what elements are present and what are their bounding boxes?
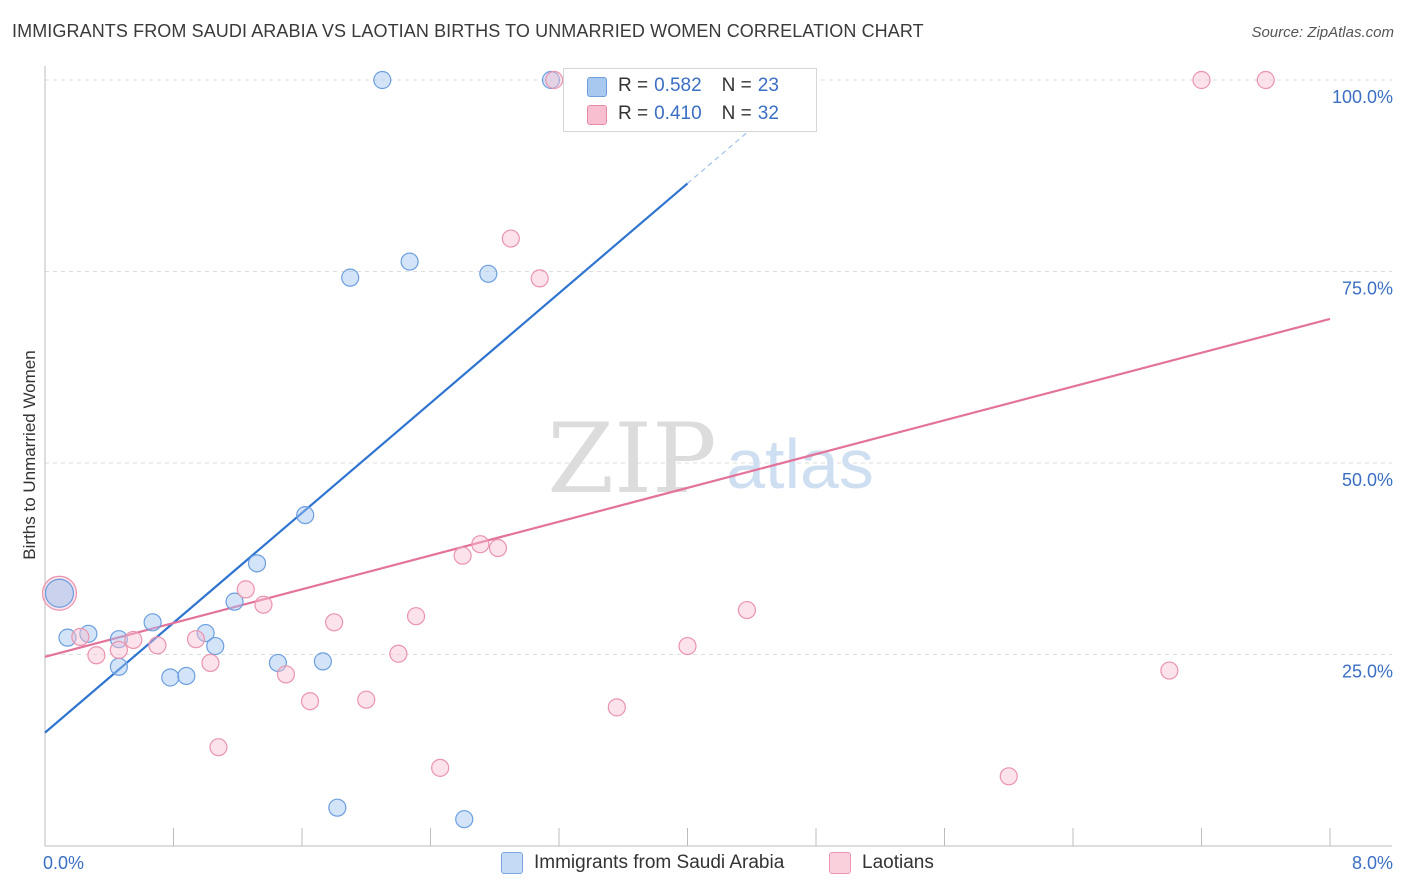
point-saudi <box>177 666 196 686</box>
point-saudi <box>109 657 128 676</box>
source-label: Source: ZipAtlas.com <box>1251 24 1394 41</box>
point-saudi <box>58 628 77 647</box>
legend-label-laotians: Laotians <box>862 852 934 873</box>
tick-labels: 25.0% 50.0% 75.0% 100.0% 0.0% 8.0% <box>43 87 1393 873</box>
watermark-atlas: atlas <box>726 425 874 503</box>
point-laotians <box>431 758 450 777</box>
chart-legend: Immigrants from Saudi Arabia Laotians <box>0 852 1406 878</box>
point-saudi <box>328 798 347 817</box>
stat-row-saudi: R = 0.582 N = 23 <box>587 72 779 100</box>
point-laotians <box>737 600 757 620</box>
chart-title: IMMIGRANTS FROM SAUDI ARABIA VS LAOTIAN … <box>12 21 924 41</box>
point-laotians <box>999 767 1018 786</box>
y-tick-label: 50.0% <box>1342 470 1393 490</box>
axes <box>44 66 1392 847</box>
point-saudi <box>313 652 332 671</box>
point-saudi <box>400 252 419 271</box>
point-laotians <box>109 640 128 660</box>
stat-row-laotians: R = 0.410 N = 32 <box>587 100 779 128</box>
point-laotians <box>300 692 320 711</box>
point-saudi <box>161 668 180 687</box>
point-saudi <box>341 268 360 287</box>
stat-r-value: 0.582 <box>654 75 702 96</box>
point-laotians <box>406 607 426 626</box>
trend-line-1 <box>44 317 1331 658</box>
legend-item-laotians[interactable]: Laotians <box>829 852 934 874</box>
trend-extension-0 <box>687 121 761 184</box>
point-laotians <box>389 644 408 663</box>
point-saudi <box>247 554 267 573</box>
watermark-zip: ZIP <box>547 403 716 515</box>
x-tick-label-left: 0.0% <box>43 853 84 873</box>
point-laotians <box>607 698 626 717</box>
point-laotians <box>357 690 376 709</box>
point-laotians <box>254 595 273 614</box>
point-saudi <box>143 613 162 632</box>
point-saudi <box>44 578 75 608</box>
point-laotians <box>453 546 472 565</box>
point-laotians <box>1256 70 1275 90</box>
point-laotians <box>488 538 508 558</box>
point-laotians <box>471 535 490 554</box>
stat-n-label: N = <box>721 103 752 124</box>
stat-n-value: 23 <box>757 75 779 96</box>
stat-swatch-laotians <box>587 105 607 125</box>
point-laotians <box>87 646 106 665</box>
point-saudi <box>373 70 392 90</box>
stat-n-value: 32 <box>757 103 779 124</box>
point-laotians <box>501 229 520 248</box>
point-laotians <box>186 630 206 649</box>
legend-label-saudi: Immigrants from Saudi Arabia <box>534 852 785 873</box>
point-laotians <box>678 636 697 656</box>
point-laotians <box>545 70 564 90</box>
correlation-stats-box: R = 0.582 N = 23 R = 0.410 N = 32 <box>563 68 817 132</box>
point-laotians <box>148 636 167 655</box>
point-laotians <box>124 630 143 650</box>
stat-r-label: R = <box>618 75 649 96</box>
point-laotians <box>236 580 255 599</box>
data-points <box>41 70 1275 829</box>
stat-r-value: 0.410 <box>654 103 702 124</box>
point-laotians <box>276 665 296 684</box>
point-saudi <box>196 623 215 643</box>
grid-lines <box>45 79 1392 655</box>
point-laotians <box>530 269 549 288</box>
trend-line-0 <box>44 182 689 734</box>
y-tick-label: 25.0% <box>1342 662 1393 682</box>
x-tick-label-right: 8.0% <box>1352 853 1393 873</box>
point-laotians <box>1160 661 1179 680</box>
y-tick-label: 75.0% <box>1342 279 1393 299</box>
point-laotians <box>71 627 90 646</box>
point-saudi <box>479 264 498 283</box>
y-axis-label: Births to Unmarried Women <box>20 350 39 560</box>
y-tick-label: 100.0% <box>1332 87 1393 107</box>
trend-lines <box>44 121 1331 734</box>
point-saudi <box>455 810 474 829</box>
stat-r-label: R = <box>618 103 649 124</box>
point-laotians <box>325 613 344 632</box>
point-saudi <box>206 636 225 656</box>
legend-item-saudi[interactable]: Immigrants from Saudi Arabia <box>501 852 784 874</box>
point-laotians <box>1192 70 1211 90</box>
stat-n-label: N = <box>721 75 752 96</box>
point-laotians <box>209 738 228 757</box>
legend-swatch-laotians <box>829 852 851 874</box>
point-saudi <box>225 592 244 611</box>
stat-swatch-saudi <box>587 77 607 97</box>
legend-swatch-saudi <box>501 852 523 874</box>
point-saudi <box>296 505 315 525</box>
watermark: ZIP atlas <box>547 403 874 515</box>
point-saudi <box>109 630 128 649</box>
point-laotians <box>201 653 220 673</box>
